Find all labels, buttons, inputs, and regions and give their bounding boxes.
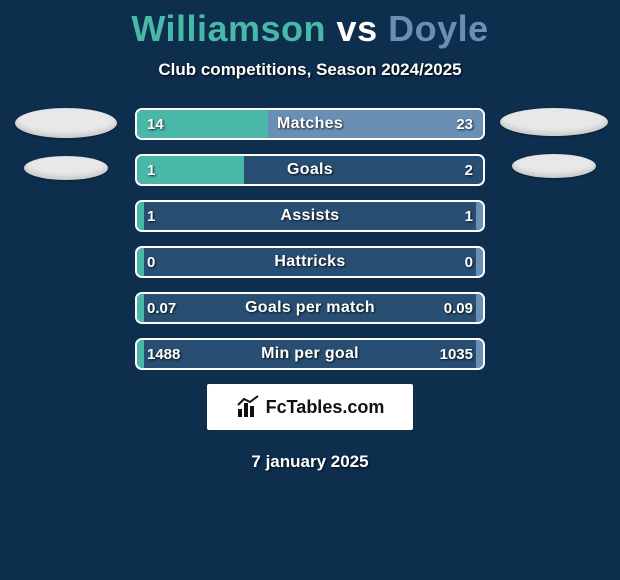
stat-label: Matches: [137, 110, 483, 138]
player2-badge-column: [499, 108, 609, 178]
date-label: 7 january 2025: [0, 452, 620, 472]
stat-bar: 1423Matches: [135, 108, 485, 140]
stat-bar: 12Goals: [135, 154, 485, 186]
subtitle: Club competitions, Season 2024/2025: [0, 60, 620, 80]
logo-text: FcTables.com: [266, 397, 385, 418]
stat-bar: 0.070.09Goals per match: [135, 292, 485, 324]
vs-text: vs: [337, 8, 378, 49]
player1-national-badge: [24, 156, 108, 180]
stat-label: Assists: [137, 202, 483, 230]
stat-bar: 14881035Min per goal: [135, 338, 485, 370]
stat-label: Goals per match: [137, 294, 483, 322]
comparison-title: Williamson vs Doyle: [0, 0, 620, 50]
comparison-content: 1423Matches 12Goals 11Assists 00Hattricks 0.…: [0, 108, 620, 370]
player2-name: Doyle: [388, 8, 489, 49]
stat-label: Min per goal: [137, 340, 483, 368]
stats-bars: 1423Matches 12Goals 11Assists 00Hattricks 0.…: [135, 108, 485, 370]
stat-bar: 11Assists: [135, 200, 485, 232]
stat-bar: 00Hattricks: [135, 246, 485, 278]
player1-name: Williamson: [131, 8, 326, 49]
player1-badge-column: [11, 108, 121, 180]
player2-national-badge: [512, 154, 596, 178]
stat-label: Goals: [137, 156, 483, 184]
player1-club-badge: [15, 108, 117, 138]
chart-icon: [236, 395, 260, 419]
player2-club-badge: [500, 108, 608, 136]
site-logo[interactable]: FcTables.com: [207, 384, 413, 430]
stat-label: Hattricks: [137, 248, 483, 276]
